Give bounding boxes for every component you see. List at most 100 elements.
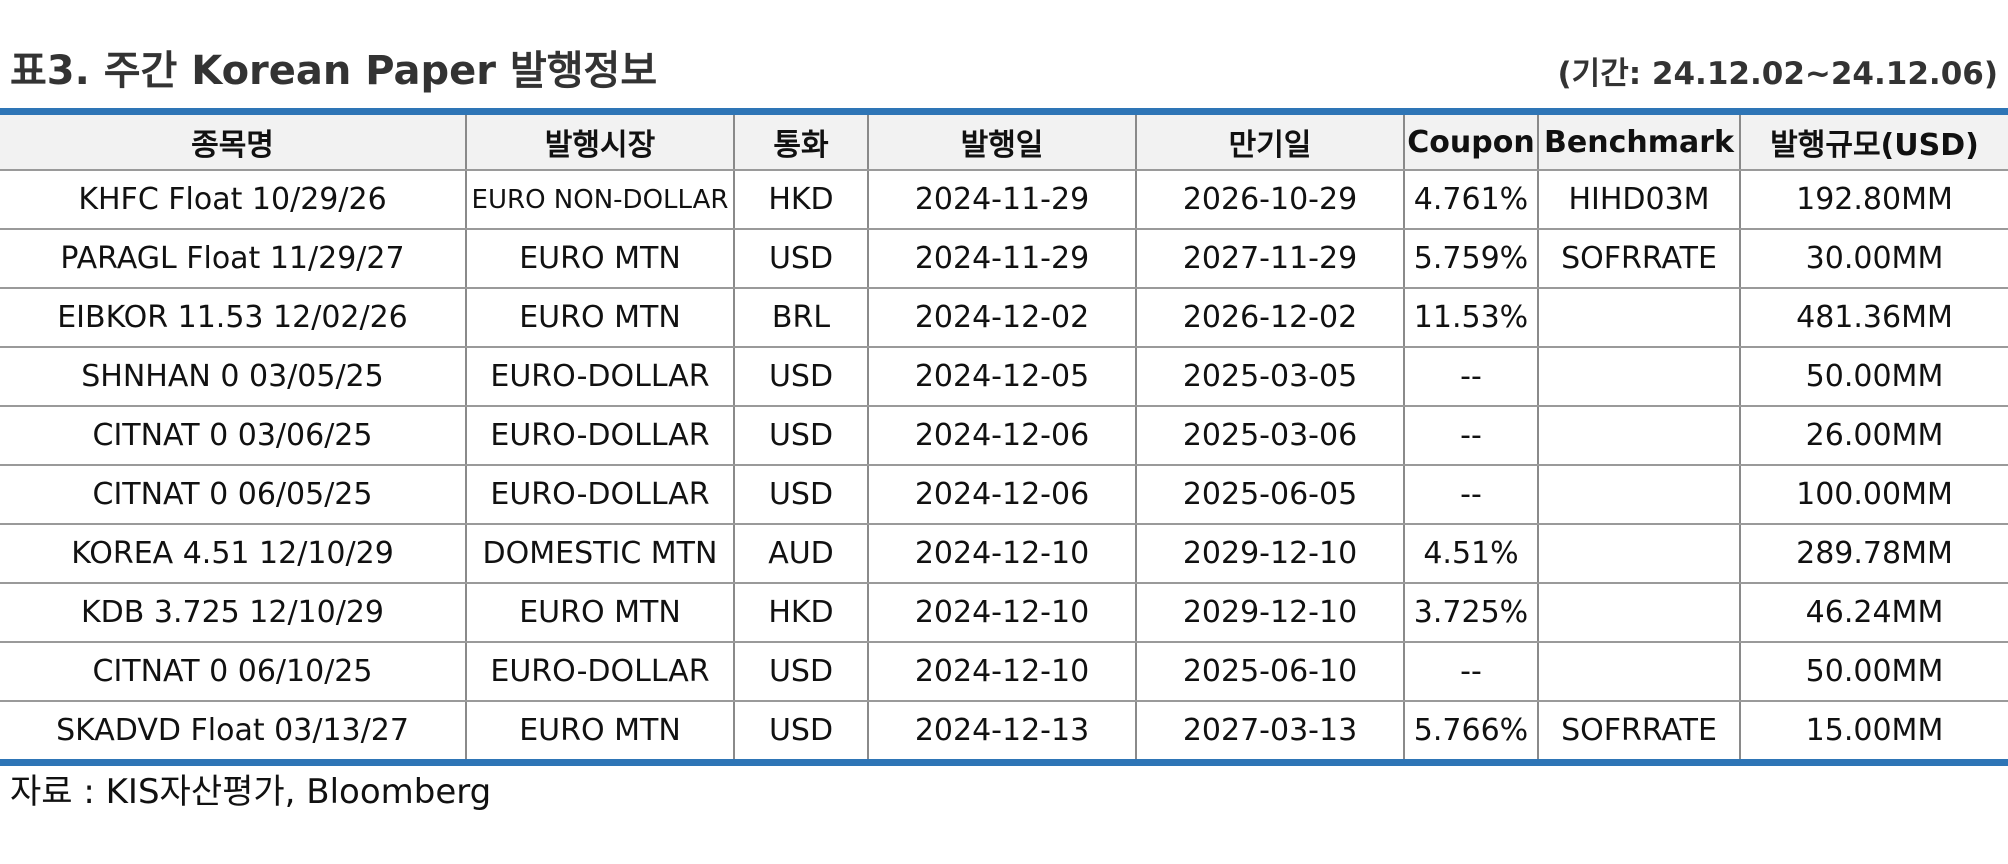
cell-issue-size: 50.00MM [1739, 347, 2008, 407]
cell-issue-date: 2024-12-06 [867, 465, 1136, 525]
cell-name: PARAGL Float 11/29/27 [0, 229, 466, 289]
cell-issue-size: 15.00MM [1739, 701, 2008, 763]
cell-maturity-date: 2025-06-05 [1135, 465, 1404, 525]
cell-benchmark [1537, 642, 1740, 702]
cell-maturity-date: 2025-06-10 [1135, 642, 1404, 702]
table-row: PARAGL Float 11/29/27 EURO MTN USD 2024-11-… [0, 229, 2008, 289]
cell-currency: USD [733, 465, 868, 525]
cell-issue-date: 2024-12-10 [867, 524, 1136, 584]
cell-benchmark [1537, 347, 1740, 407]
cell-name: EIBKOR 11.53 12/02/26 [0, 288, 466, 348]
cell-market: DOMESTIC MTN [465, 524, 734, 584]
cell-maturity-date: 2025-03-06 [1135, 406, 1404, 466]
cell-issue-date: 2024-11-29 [867, 170, 1136, 230]
cell-currency: USD [733, 642, 868, 702]
cell-coupon: 4.51% [1403, 524, 1538, 584]
column-header-name: 종목명 [0, 111, 466, 171]
cell-benchmark [1537, 465, 1740, 525]
cell-name: CITNAT 0 06/05/25 [0, 465, 466, 525]
cell-issue-size: 100.00MM [1739, 465, 2008, 525]
cell-coupon: -- [1403, 406, 1538, 466]
cell-name: KDB 3.725 12/10/29 [0, 583, 466, 643]
cell-issue-size: 26.00MM [1739, 406, 2008, 466]
cell-maturity-date: 2029-12-10 [1135, 583, 1404, 643]
cell-market: EURO MTN [465, 701, 734, 763]
column-header-market: 발행시장 [465, 111, 734, 171]
cell-market: EURO NON-DOLLAR [465, 170, 734, 230]
cell-issue-size: 50.00MM [1739, 642, 2008, 702]
cell-issue-size: 30.00MM [1739, 229, 2008, 289]
column-header-benchmark: Benchmark [1537, 111, 1740, 171]
cell-benchmark [1537, 406, 1740, 466]
cell-currency: USD [733, 406, 868, 466]
cell-maturity-date: 2025-03-05 [1135, 347, 1404, 407]
cell-benchmark: SOFRRATE [1537, 229, 1740, 289]
cell-issue-size: 192.80MM [1739, 170, 2008, 230]
cell-market: EURO-DOLLAR [465, 465, 734, 525]
cell-issue-size: 289.78MM [1739, 524, 2008, 584]
source-note: 자료 : KIS자산평가, Bloomberg [10, 772, 492, 812]
cell-maturity-date: 2026-12-02 [1135, 288, 1404, 348]
cell-maturity-date: 2027-03-13 [1135, 701, 1404, 763]
column-header-currency: 통화 [733, 111, 868, 171]
cell-issue-date: 2024-12-10 [867, 583, 1136, 643]
cell-maturity-date: 2027-11-29 [1135, 229, 1404, 289]
column-header-coupon: Coupon [1403, 111, 1538, 171]
cell-maturity-date: 2026-10-29 [1135, 170, 1404, 230]
table-row: KDB 3.725 12/10/29 EURO MTN HKD 2024-12-10 2… [0, 583, 2008, 643]
table-title: 표3. 주간 Korean Paper 발행정보 [10, 48, 658, 94]
cell-currency: USD [733, 701, 868, 763]
cell-coupon: 3.725% [1403, 583, 1538, 643]
cell-coupon: -- [1403, 465, 1538, 525]
cell-currency: AUD [733, 524, 868, 584]
cell-name: KOREA 4.51 12/10/29 [0, 524, 466, 584]
cell-currency: USD [733, 229, 868, 289]
cell-maturity-date: 2029-12-10 [1135, 524, 1404, 584]
cell-market: EURO MTN [465, 583, 734, 643]
cell-issue-date: 2024-12-13 [867, 701, 1136, 763]
cell-currency: BRL [733, 288, 868, 348]
cell-coupon: 11.53% [1403, 288, 1538, 348]
cell-issue-date: 2024-12-02 [867, 288, 1136, 348]
column-header-maturity-date: 만기일 [1135, 111, 1404, 171]
cell-coupon: 5.766% [1403, 701, 1538, 763]
issuance-table: 종목명 발행시장 통화 발행일 만기일 Coupon Benchmark 발행규… [0, 108, 2008, 766]
cell-name: SKADVD Float 03/13/27 [56, 713, 409, 748]
cell-market: EURO MTN [465, 229, 734, 289]
period-label: (기간: 24.12.02~24.12.06) [1557, 56, 1998, 92]
cell-benchmark [1537, 288, 1740, 348]
table-row: CITNAT 0 03/06/25 EURO-DOLLAR USD 2024-12-0… [0, 406, 2008, 466]
cell-currency: HKD [733, 583, 868, 643]
cell-name: CITNAT 0 03/06/25 [0, 406, 466, 466]
cell-market: EURO-DOLLAR [465, 347, 734, 407]
cell-currency: HKD [733, 170, 868, 230]
cell-issue-date: 2024-12-06 [867, 406, 1136, 466]
cell-market: EURO-DOLLAR [465, 406, 734, 466]
cell-coupon: -- [1403, 642, 1538, 702]
table-header: 표3. 주간 Korean Paper 발행정보 (기간: 24.12.02~2… [0, 0, 2008, 108]
table-row: CITNAT 0 06/10/25 EURO-DOLLAR USD 2024-12-1… [0, 642, 2008, 702]
cell-benchmark [1537, 524, 1740, 584]
cell-name: SHNHAN 0 03/05/25 [0, 347, 466, 407]
column-header-issue-date: 발행일 [867, 111, 1136, 171]
cell-benchmark: SOFRRATE [1537, 701, 1740, 763]
cell-issue-date: 2024-12-10 [867, 642, 1136, 702]
cell-issue-date: 2024-12-05 [867, 347, 1136, 407]
cell-issue-date: 2024-11-29 [867, 229, 1136, 289]
table-row: KOREA 4.51 12/10/29 DOMESTIC MTN AUD 2024-1… [0, 524, 2008, 584]
table-row: SKADVD Float 03/13/27 EURO MTN USD 2024-12-… [0, 701, 2008, 763]
cell-benchmark [1537, 583, 1740, 643]
cell-name: CITNAT 0 06/10/25 [0, 642, 466, 702]
cell-coupon: 4.761% [1403, 170, 1538, 230]
cell-coupon: 5.759% [1403, 229, 1538, 289]
cell-market: EURO MTN [465, 288, 734, 348]
table-row: SHNHAN 0 03/05/25 EURO-DOLLAR USD 2024-12-0… [0, 347, 2008, 407]
cell-issue-size: 46.24MM [1739, 583, 2008, 643]
cell-issue-size: 481.36MM [1739, 288, 2008, 348]
cell-market: EURO-DOLLAR [465, 642, 734, 702]
issuance-table-wrap: 종목명 발행시장 통화 발행일 만기일 Coupon Benchmark 발행규… [0, 108, 2008, 766]
cell-coupon: -- [1403, 347, 1538, 407]
table-row: CITNAT 0 06/05/25 EURO-DOLLAR USD 2024-12-0… [0, 465, 2008, 525]
cell-currency: USD [733, 347, 868, 407]
table-row: KHFC Float 10/29/26 EURO NON-DOLLAR HKD 202… [0, 170, 2008, 230]
